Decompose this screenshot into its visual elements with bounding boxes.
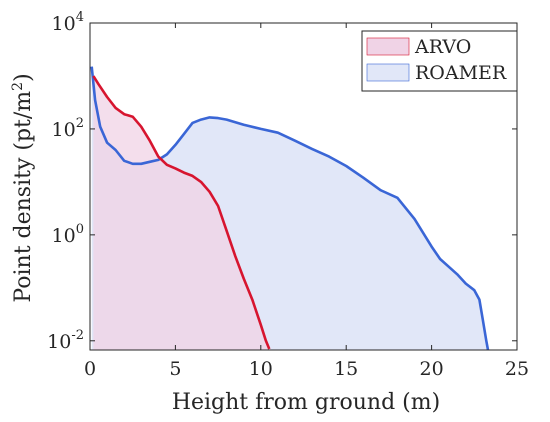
y-axis-ticks: 10-2 100 102 104 [47, 10, 517, 353]
y-tick-label: 10-2 [47, 328, 84, 353]
x-tick-label: 10 [249, 358, 273, 380]
x-tick-label: 5 [169, 358, 181, 380]
series-fills [91, 66, 488, 350]
legend-swatch-roamer [366, 63, 410, 82]
legend-label-roamer: ROAMER [415, 62, 507, 84]
area-fill-arvo [93, 76, 270, 350]
legend-swatch-arvo [366, 37, 410, 56]
y-axis-label: Point density (pt/m2) [10, 73, 36, 302]
plot-frame [89, 22, 518, 351]
legend-label-arvo: ARVO [414, 36, 471, 58]
x-tick-label: 15 [334, 358, 358, 380]
series-lines [90, 66, 490, 351]
y-tick-label: 104 [52, 10, 84, 35]
x-tick-label: 20 [420, 358, 444, 380]
series-line-roamer [90, 66, 490, 351]
y-tick-label: 100 [52, 222, 84, 247]
series-line-arvo [92, 75, 271, 350]
x-axis-ticks: 0 5 10 15 20 25 [84, 23, 529, 380]
x-axis-label: Height from ground (m) [172, 390, 440, 415]
x-tick-label: 25 [505, 358, 529, 380]
legend: ARVO ROAMER [361, 30, 518, 92]
x-tick-label: 0 [84, 358, 96, 380]
y-tick-label: 102 [52, 116, 84, 141]
